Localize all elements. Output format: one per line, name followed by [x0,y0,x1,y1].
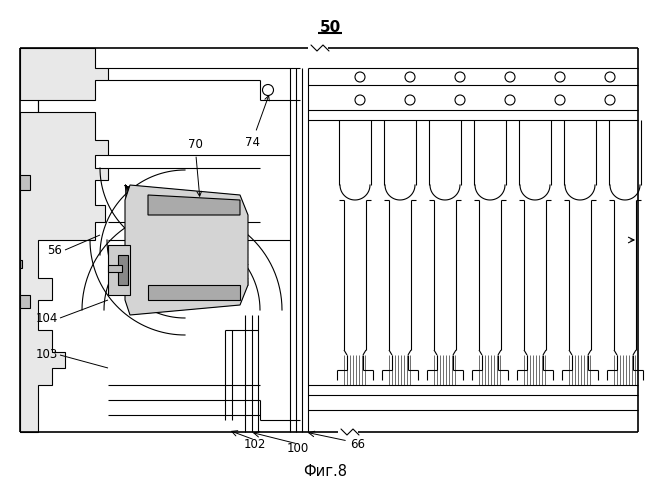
Polygon shape [118,255,128,285]
Text: 70: 70 [188,138,203,196]
Polygon shape [108,265,122,272]
Text: 66: 66 [351,438,365,452]
Polygon shape [148,195,240,215]
Text: 102: 102 [244,438,266,452]
Polygon shape [125,185,248,315]
Polygon shape [20,295,30,308]
Polygon shape [20,260,22,268]
Polygon shape [108,245,130,295]
Polygon shape [148,285,240,300]
Text: Фиг.8: Фиг.8 [303,464,347,479]
Text: 50: 50 [319,20,341,36]
Text: 100: 100 [287,442,309,454]
Text: 74: 74 [245,96,269,148]
Text: 104: 104 [36,312,58,324]
Polygon shape [20,48,108,432]
Text: 103: 103 [36,348,58,362]
Text: 56: 56 [47,244,63,256]
Polygon shape [125,185,248,315]
Polygon shape [20,175,30,190]
